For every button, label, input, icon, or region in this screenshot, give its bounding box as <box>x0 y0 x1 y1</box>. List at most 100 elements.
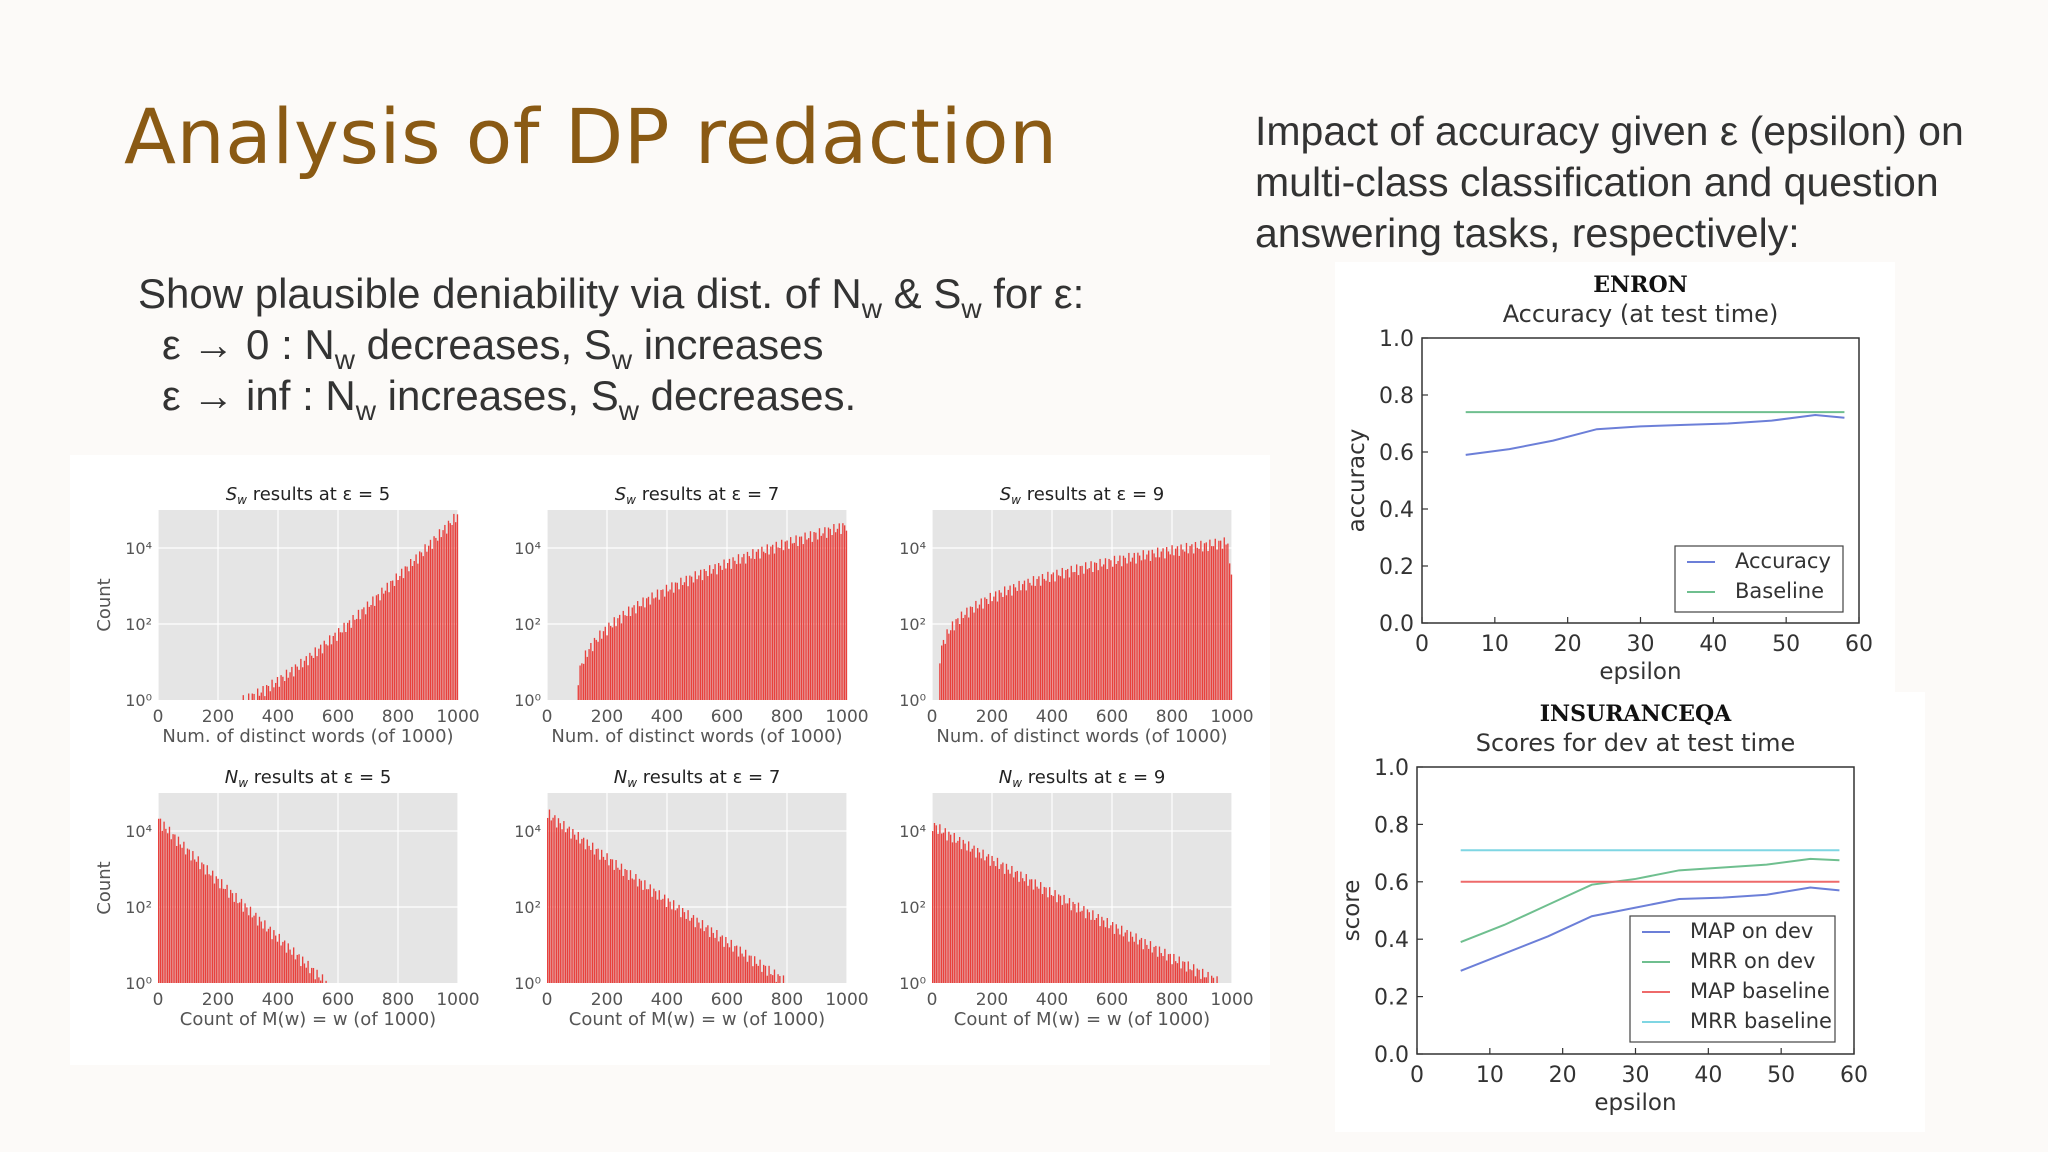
histogram-bar <box>993 596 995 700</box>
x-axis-label: Num. of distinct words (of 1000) <box>936 726 1227 747</box>
histogram-bar <box>1137 944 1139 983</box>
y-axis-label: Count <box>94 861 115 914</box>
histogram-bar <box>642 597 644 700</box>
histogram-bar <box>1067 903 1069 983</box>
histogram-bar <box>1153 553 1155 700</box>
legend-entry: MRR baseline <box>1690 1009 1832 1033</box>
legend: Accuracy Baseline <box>1674 545 1844 613</box>
histogram-bar <box>944 643 946 700</box>
histogram-bar <box>658 890 660 983</box>
histogram-bar <box>705 570 707 700</box>
histogram-bar <box>276 941 279 983</box>
histogram-bar <box>456 514 459 700</box>
histogram-bar <box>1002 862 1004 983</box>
histogram-bar <box>755 551 758 700</box>
histogram-bar <box>320 644 322 700</box>
histogram-bar <box>365 614 367 700</box>
histogram-bar <box>429 539 432 700</box>
histogram-bar <box>795 535 797 700</box>
histogram-bar <box>592 651 594 700</box>
histogram-bar <box>332 635 334 700</box>
histogram-bar <box>381 587 383 700</box>
histogram-bar <box>671 582 673 700</box>
histogram-bar <box>1142 550 1144 700</box>
histogram-bar <box>978 852 981 983</box>
histogram-bar <box>1027 885 1029 983</box>
histogram-bar <box>1058 575 1060 700</box>
histogram-bar <box>1148 550 1150 700</box>
histogram-bar <box>653 598 655 700</box>
y-tick-label: 0.2 <box>1379 555 1414 580</box>
histogram-bar <box>615 860 617 983</box>
histogram-bar <box>284 681 286 700</box>
histogram-bar <box>984 860 986 983</box>
histogram-bar <box>1034 879 1036 983</box>
histogram-bar <box>577 685 579 700</box>
histogram-bar <box>950 630 952 700</box>
histogram-bar <box>1189 969 1191 983</box>
histogram-bar <box>790 537 792 700</box>
histogram-bar <box>826 537 828 700</box>
y-tick-label: 0.2 <box>1374 986 1409 1011</box>
histogram-bar <box>1131 936 1134 983</box>
y-tick-label: 10² <box>899 615 926 634</box>
histogram-bar <box>449 523 451 700</box>
x-tick-label: 800 <box>771 707 803 727</box>
histogram-bar <box>629 870 632 983</box>
histogram-bar <box>737 956 740 983</box>
histogram-bar <box>662 898 664 983</box>
histogram-bar <box>1043 886 1045 983</box>
histogram-bar <box>282 941 284 983</box>
histogram-bar <box>309 973 311 983</box>
histogram-bar <box>561 829 563 983</box>
histogram-bar <box>977 608 979 700</box>
histogram-bar <box>1133 552 1135 700</box>
histogram-bar <box>606 635 608 700</box>
histogram-bar <box>1032 889 1035 983</box>
histogram-bar <box>1099 558 1101 700</box>
histogram-bar <box>806 539 808 700</box>
histogram-bar <box>968 841 970 983</box>
histogram-bar <box>1043 578 1045 700</box>
histogram-bar <box>973 845 975 983</box>
histogram-bar <box>390 580 392 700</box>
histogram-bar <box>754 558 756 700</box>
histogram-bar <box>262 928 264 983</box>
histogram-bar <box>280 675 282 700</box>
histogram-bar <box>685 575 687 700</box>
histogram-bar <box>757 549 759 700</box>
histogram-bar <box>584 650 587 700</box>
histogram-bar <box>1196 968 1198 983</box>
histogram-bar <box>966 607 968 700</box>
histogram-bar <box>676 582 678 700</box>
histogram-bar <box>248 693 250 700</box>
histogram-bar <box>379 600 381 700</box>
histogram-bar <box>737 554 740 700</box>
histogram-bar <box>1013 584 1015 700</box>
histogram-bar <box>574 834 576 983</box>
histogram-bar <box>1117 928 1119 983</box>
histogram-bar <box>203 864 205 983</box>
histogram-bar <box>597 848 599 983</box>
histogram-bar <box>960 849 963 983</box>
histogram-bar <box>935 825 937 983</box>
histogram-bar <box>253 693 255 700</box>
histogram-bar <box>1083 573 1085 700</box>
x-tick-label: 600 <box>1096 990 1128 1010</box>
histogram-bar <box>1119 934 1121 983</box>
histogram-bar <box>233 901 235 983</box>
histogram-bar <box>296 954 298 983</box>
histogram-bar <box>1104 558 1107 700</box>
histogram-bar <box>240 898 243 983</box>
histogram-bar <box>1072 572 1074 700</box>
histogram-bar <box>987 604 990 700</box>
histogram-bar <box>948 831 950 983</box>
histogram-bar <box>1214 538 1216 700</box>
histogram-bar <box>766 975 768 983</box>
histogram-bar <box>338 628 340 700</box>
histogram-bar <box>1160 953 1162 983</box>
histogram-bar <box>1155 945 1157 983</box>
histogram-bar <box>971 848 973 983</box>
histogram-bar <box>221 879 223 983</box>
